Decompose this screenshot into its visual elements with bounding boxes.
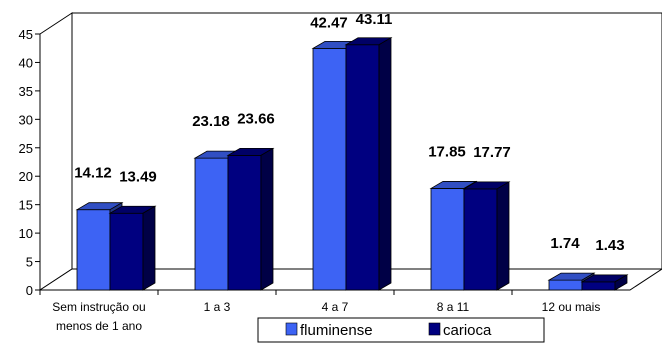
data-labels: 14.12 13.49 23.18 23.66 42.47 43.11 17.85 17.77… <box>74 11 624 254</box>
y-tick-label: 25 <box>19 141 33 156</box>
y-tick-label: 15 <box>19 198 33 213</box>
x-tick-label: menos de 1 ano <box>56 319 142 333</box>
bar-carioca-2 <box>226 147 275 291</box>
data-label: 1.43 <box>595 237 624 254</box>
legend-swatch-carioca <box>428 322 441 336</box>
y-tick-label: 10 <box>19 226 33 241</box>
bar-carioca-3 <box>344 37 393 291</box>
data-label: 1.74 <box>550 235 580 252</box>
data-label: 17.85 <box>428 143 466 160</box>
x-tick-label: 12 ou mais <box>542 300 601 314</box>
y-tick-label: 35 <box>19 84 33 99</box>
bar-carioca-1 <box>108 205 157 291</box>
category-axis: Sem instrução ou menos de 1 ano 1 a 3 4 a 7… <box>52 300 600 333</box>
data-label: 43.11 <box>356 11 393 28</box>
y-tick-label: 45 <box>19 27 33 42</box>
y-tick-label: 0 <box>26 283 33 298</box>
data-label: 13.49 <box>119 168 157 185</box>
data-label: 23.18 <box>192 113 230 130</box>
legend-swatch-fluminense <box>285 322 298 336</box>
y-tick-label: 40 <box>19 55 33 70</box>
legend-box <box>257 317 545 343</box>
data-label: 14.12 <box>74 165 112 182</box>
y-tick-label: 30 <box>19 112 33 127</box>
data-label: 17.77 <box>473 144 511 161</box>
bar-carioca-5 <box>580 274 629 291</box>
legend: fluminense carioca <box>257 317 545 343</box>
x-tick-label: Sem instrução ou <box>52 300 145 314</box>
data-label: 42.47 <box>310 14 348 31</box>
y-tick-label: 20 <box>19 169 33 184</box>
x-tick-label: 1 a 3 <box>204 300 231 314</box>
legend-label-carioca: carioca <box>443 322 492 339</box>
bar-carioca-4 <box>462 181 511 291</box>
data-label: 23.66 <box>237 110 275 127</box>
bars <box>75 37 629 291</box>
x-tick-label: 4 a 7 <box>322 300 349 314</box>
side-wall <box>39 12 73 291</box>
x-tick-label: 8 a 11 <box>437 300 470 314</box>
legend-label-fluminense: fluminense <box>300 322 373 339</box>
y-tick-label: 5 <box>26 255 33 270</box>
